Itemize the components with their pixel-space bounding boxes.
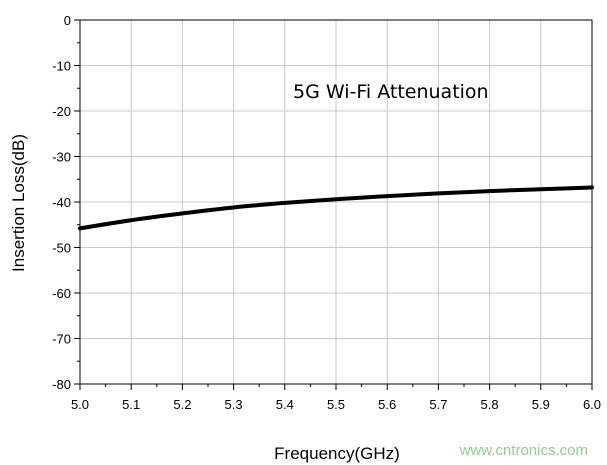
chart-annotation: 5G Wi-Fi Attenuation: [293, 81, 489, 103]
attenuation-series-line: [78, 185, 594, 231]
x-axis-title: Frequency(GHz): [274, 444, 400, 463]
y-tick-label: 0: [64, 13, 71, 28]
x-major-ticks: [79, 384, 593, 390]
x-tick-label: 5.1: [122, 397, 140, 412]
y-tick-label: -70: [52, 332, 71, 347]
y-tick-label: -50: [52, 241, 71, 256]
y-tick-labels: 0 -10 -20 -30 -40 -50 -60 -70 -80: [52, 13, 71, 392]
y-tick-label: -80: [52, 377, 71, 392]
y-minor-ticks: [77, 42, 80, 362]
x-tick-label: 5.5: [327, 397, 345, 412]
x-tick-label: 5.2: [173, 397, 191, 412]
x-tick-label: 5.6: [378, 397, 396, 412]
y-major-ticks: [74, 19, 80, 385]
y-tick-label: -60: [52, 286, 71, 301]
x-tick-label: 5.0: [71, 397, 89, 412]
watermark-text: www.cntronics.com: [459, 442, 588, 459]
x-minor-ticks: [105, 384, 567, 387]
y-tick-label: -20: [52, 104, 71, 119]
y-axis-title: Insertion Loss(dB): [9, 134, 28, 272]
x-tick-label: 5.8: [481, 397, 499, 412]
x-tick-label: 5.3: [225, 397, 243, 412]
x-tick-label: 5.4: [276, 397, 294, 412]
x-tick-label: 5.7: [429, 397, 447, 412]
y-tick-label: -40: [52, 195, 71, 210]
x-tick-label: 6.0: [583, 397, 601, 412]
x-tick-labels: 5.0 5.1 5.2 5.3 5.4 5.5 5.6 5.7 5.8 5.9 6.0: [71, 397, 601, 412]
x-tick-label: 5.9: [532, 397, 550, 412]
y-tick-label: -10: [52, 59, 71, 74]
y-tick-label: -30: [52, 150, 71, 165]
